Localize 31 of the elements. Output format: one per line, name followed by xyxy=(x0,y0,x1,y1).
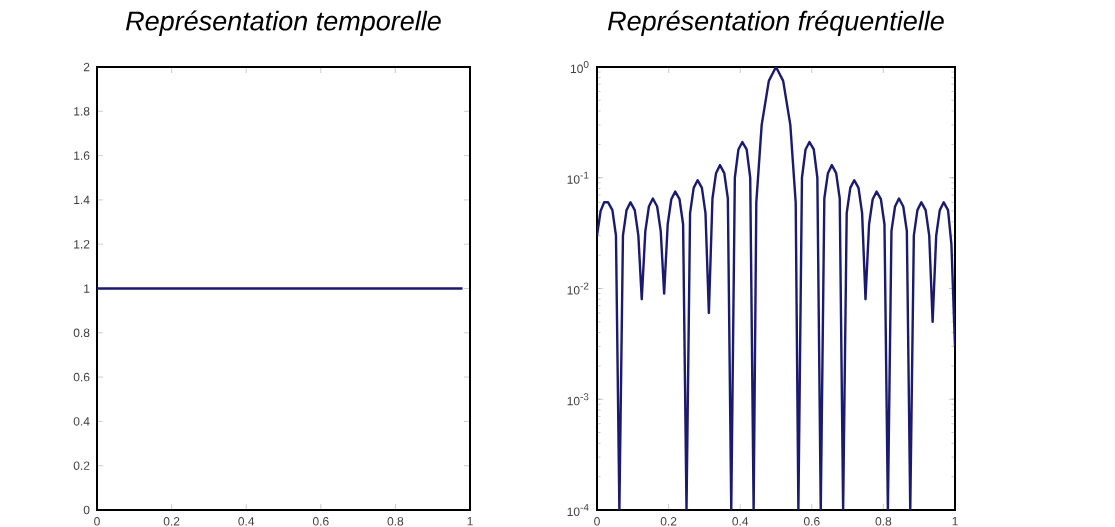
y-tick-label: 0.4 xyxy=(73,417,90,426)
y-tick-label: 1 xyxy=(84,284,90,293)
y-tick-label: 1.2 xyxy=(74,240,90,249)
x-tick-label: 0.6 xyxy=(312,517,329,526)
y-tick-label: 10$^{-1}$ xyxy=(567,171,589,184)
y-tick-label: 10$^{0}$ xyxy=(570,60,589,74)
y-tick-label: 1.8 xyxy=(74,107,90,116)
y-tick-label: 0 xyxy=(83,505,90,515)
x-tick-label: 1 xyxy=(467,517,473,526)
y-tick-label: 10$^{-2}$ xyxy=(567,282,589,295)
y-tick-label: 10$^{-4}$ xyxy=(567,504,589,517)
y-tick-label: 2 xyxy=(83,62,90,72)
x-tick-label: 0.6 xyxy=(803,517,820,526)
y-tick-label: 1.4 xyxy=(74,195,90,205)
x-tick-label: 0 xyxy=(594,517,600,526)
x-tick-label: 0.2 xyxy=(163,517,180,526)
y-tick-label: 0.6 xyxy=(73,372,90,382)
x-tick-label: 0.4 xyxy=(238,517,255,526)
x-tick-label: 0.8 xyxy=(875,517,892,526)
y-tick-label: 10$^{-3}$ xyxy=(567,393,589,406)
x-tick-label: 0.2 xyxy=(660,517,677,526)
y-tick-label: 0.2 xyxy=(73,461,90,470)
chart-title: Représentation temporelle xyxy=(125,10,441,36)
y-tick-label: 1.6 xyxy=(74,151,90,160)
x-tick-label: 0.4 xyxy=(732,517,749,526)
x-tick-label: 0.8 xyxy=(387,517,404,526)
chart-title: Représentation fréquentielle xyxy=(607,10,944,36)
y-tick-label: 0.8 xyxy=(73,328,90,338)
line-series xyxy=(597,66,955,511)
x-tick-label: 0 xyxy=(94,517,100,526)
x-tick-label: 1 xyxy=(952,517,958,526)
